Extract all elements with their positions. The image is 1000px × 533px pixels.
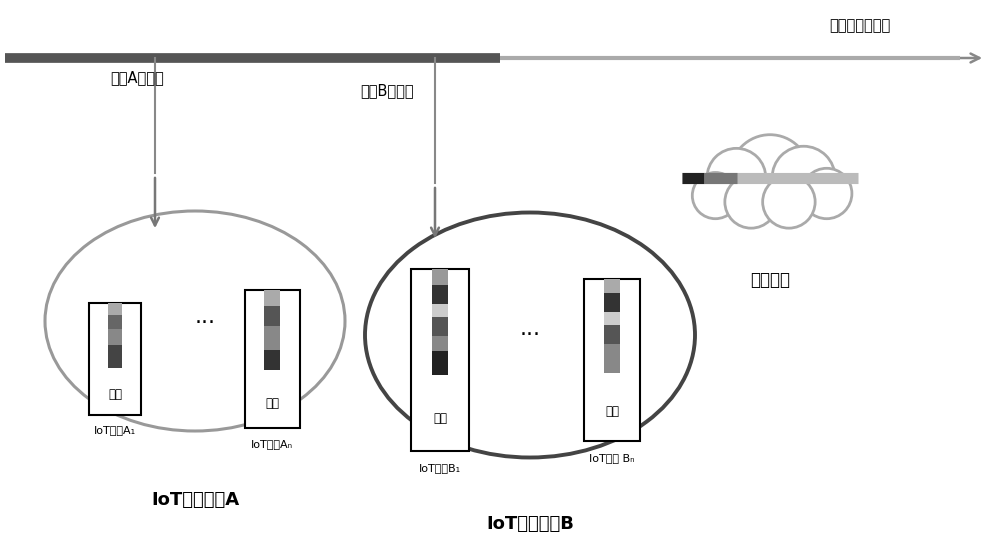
Circle shape — [801, 168, 852, 219]
Bar — [432, 317, 448, 335]
Bar — [604, 293, 620, 312]
Bar — [432, 304, 448, 317]
Ellipse shape — [45, 211, 345, 431]
Bar — [264, 290, 280, 306]
Text: ···: ··· — [520, 325, 540, 345]
Bar — [411, 269, 469, 451]
Bar — [264, 306, 280, 326]
Bar — [432, 285, 448, 304]
Bar — [604, 325, 620, 344]
Text: IoT设备模型B: IoT设备模型B — [486, 515, 574, 533]
Bar — [604, 279, 620, 293]
Text: IoT设备A₁: IoT设备A₁ — [94, 425, 136, 435]
Ellipse shape — [365, 213, 695, 457]
Text: 数据: 数据 — [433, 411, 447, 425]
Bar — [432, 269, 448, 285]
Bar — [432, 335, 448, 351]
Bar — [108, 303, 122, 314]
Text: IoT设备 Bₙ: IoT设备 Bₙ — [589, 453, 635, 463]
Text: IoT设备B₁: IoT设备B₁ — [419, 463, 461, 473]
Text: 数据: 数据 — [605, 405, 619, 418]
Bar — [108, 345, 122, 368]
Text: 云端模型退出点: 云端模型退出点 — [829, 18, 891, 33]
Circle shape — [772, 146, 835, 209]
Text: 模型A退出点: 模型A退出点 — [110, 70, 164, 85]
Text: 数据: 数据 — [108, 389, 122, 401]
Bar — [584, 279, 640, 441]
Bar — [108, 314, 122, 329]
Bar — [264, 326, 280, 350]
Text: 数据: 数据 — [265, 397, 279, 410]
Bar — [245, 290, 300, 428]
Circle shape — [707, 148, 766, 207]
Bar — [89, 303, 141, 415]
Text: ···: ··· — [194, 313, 215, 333]
Circle shape — [725, 176, 777, 228]
Circle shape — [692, 173, 738, 219]
Bar — [264, 350, 280, 370]
Bar — [604, 344, 620, 373]
Text: IoT设备模型A: IoT设备模型A — [151, 491, 239, 509]
Bar — [604, 312, 620, 325]
Text: 模型B退出点: 模型B退出点 — [360, 84, 414, 99]
Circle shape — [763, 176, 815, 228]
Bar — [108, 329, 122, 345]
Text: IoT设备Aₙ: IoT设备Aₙ — [251, 439, 293, 449]
Bar — [432, 351, 448, 375]
Text: 云端模型: 云端模型 — [750, 271, 790, 289]
Circle shape — [730, 135, 810, 214]
